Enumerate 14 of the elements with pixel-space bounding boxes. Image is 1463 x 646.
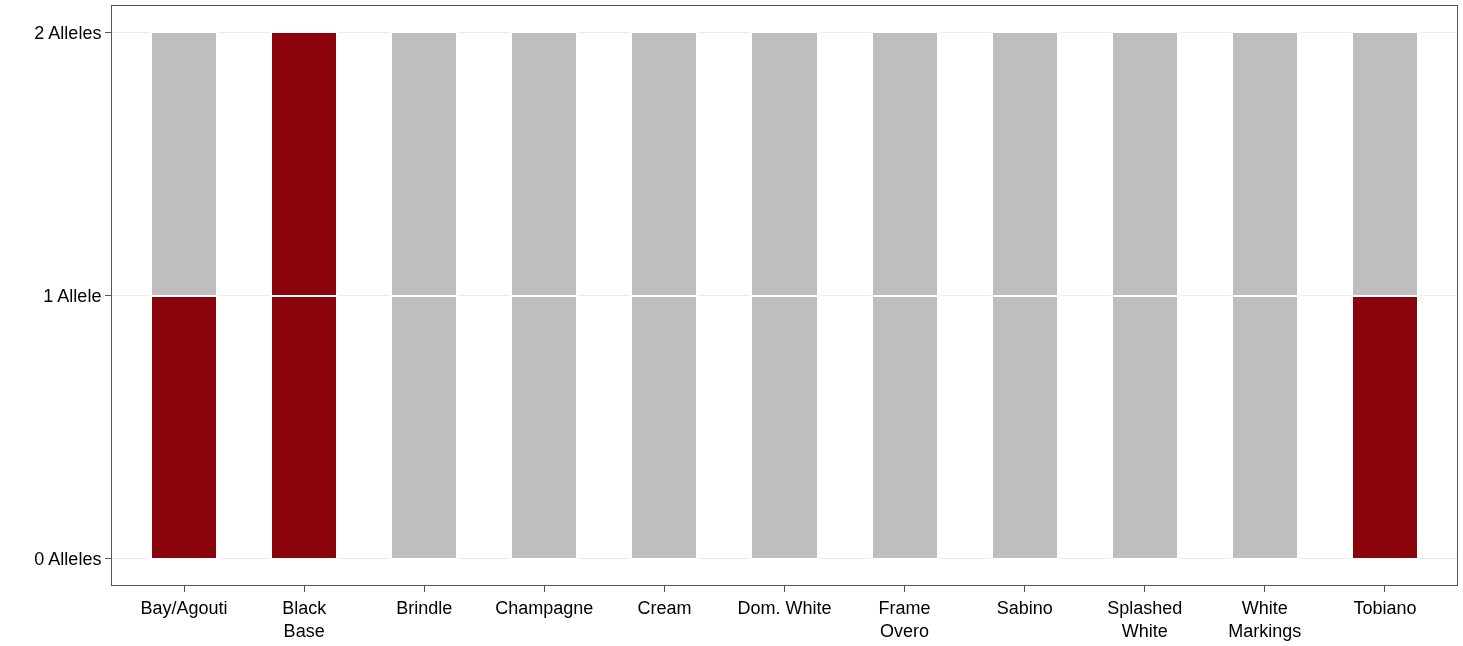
x-tick-label: Champagne [495, 597, 594, 618]
x-tick-label: Tobiano [1353, 597, 1417, 618]
x-tick-label: White Markings [1228, 597, 1302, 641]
x-tick-label: Cream [637, 597, 692, 618]
x-tick-label: Dom. White [737, 597, 832, 618]
x-tick-label: Frame Overo [878, 597, 931, 641]
x-tick-label: Sabino [996, 597, 1053, 618]
y-tick-label: 2 Alleles [34, 22, 102, 43]
x-tick-label: Black Base [282, 597, 328, 641]
y-tick-label: 1 Allele [43, 285, 102, 306]
x-tick-label: Brindle [396, 597, 453, 618]
x-tick-label: Bay/Agouti [140, 597, 228, 618]
y-tick-label: 0 Alleles [34, 548, 102, 569]
x-tick-label: Splashed White [1107, 597, 1183, 641]
